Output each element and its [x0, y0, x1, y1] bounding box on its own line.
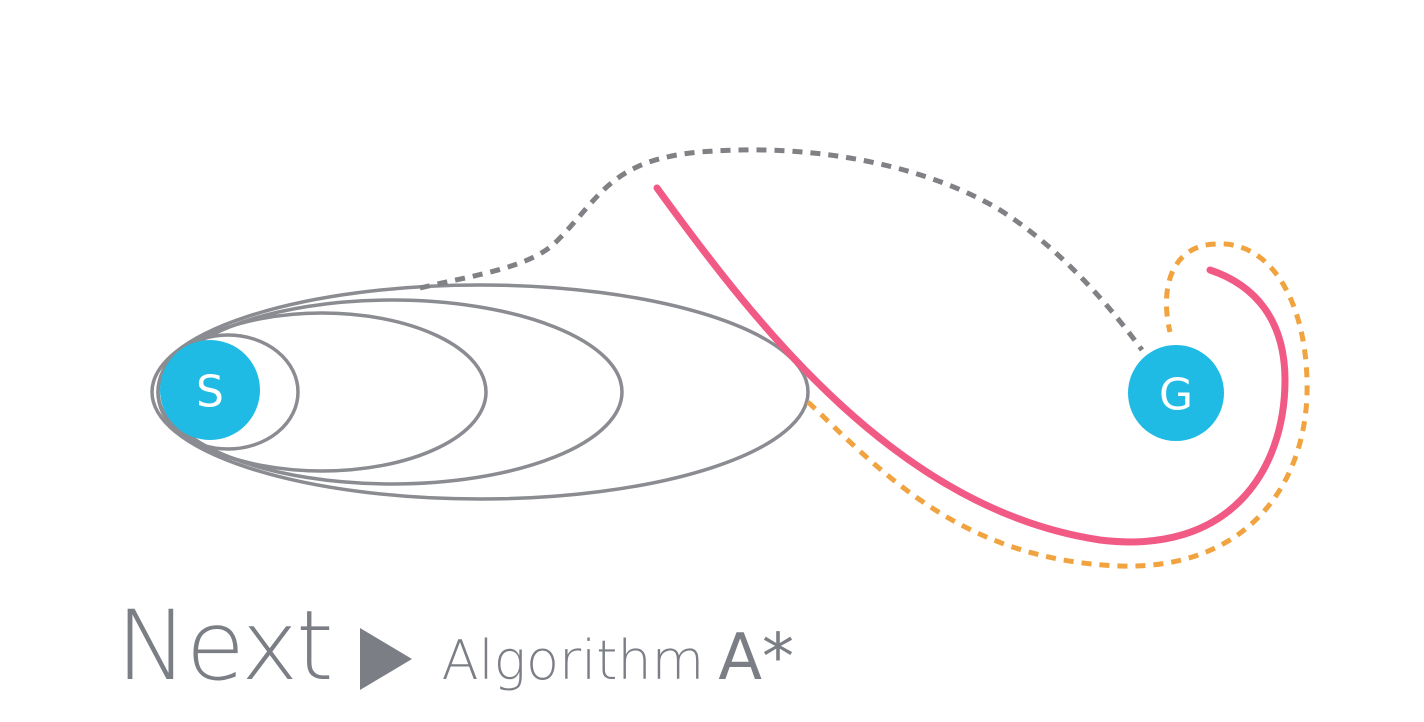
- caption: Next Algorithm A*: [116, 598, 794, 708]
- search-contour-4: [156, 333, 300, 451]
- start-node-circle: [160, 340, 260, 440]
- goal-node: G: [1128, 345, 1224, 441]
- search-contour-1: [150, 283, 810, 501]
- dashed-path-top: [419, 147, 1145, 352]
- caption-algorithm-name: A*: [718, 621, 795, 695]
- caption-algorithm: Algorithm: [441, 629, 705, 692]
- play-triangle-icon: [359, 628, 412, 690]
- goal-node-circle: [1128, 345, 1224, 441]
- start-node-label: S: [196, 367, 224, 418]
- search-contours: [150, 283, 810, 501]
- start-node: S: [160, 340, 260, 440]
- caption-next: Next: [116, 590, 334, 702]
- goal-node-label: G: [1159, 370, 1193, 421]
- solid-path: [653, 184, 1289, 546]
- orange-dashed-path: [806, 241, 1310, 569]
